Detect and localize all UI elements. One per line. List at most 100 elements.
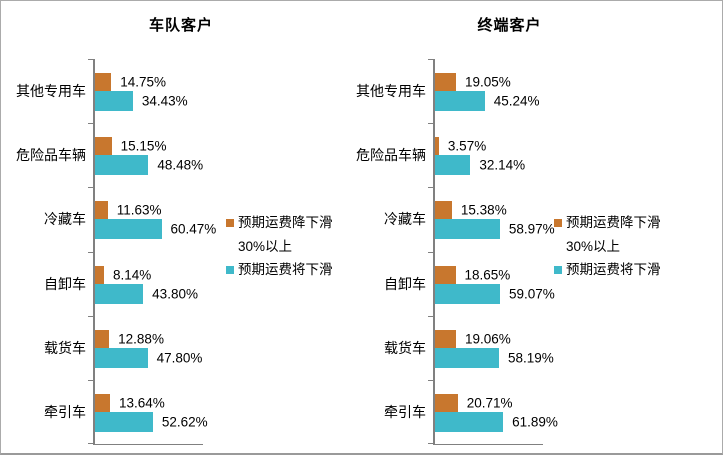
category-label: 冷藏车 [384, 211, 426, 228]
legend-item-series2: 预期运费将下滑 [226, 261, 333, 278]
legend-swatch-orange-icon [226, 218, 234, 227]
value-label: 14.75% [120, 74, 167, 90]
value-label: 8.14% [112, 267, 152, 282]
value-label: 58.97% [508, 221, 555, 237]
value-label: 52.62% [161, 414, 208, 430]
axis-tick [428, 251, 433, 253]
bar-expected-decline: 52.62% [95, 411, 208, 432]
bar-expected-drop-30plus: 11.63% [95, 201, 162, 220]
category-band: 载货车 12.88% 47.80% [44, 315, 205, 380]
bar-expected-drop-30plus: 13.64% [95, 393, 165, 412]
value-label: 19.05% [464, 74, 511, 90]
category-label: 自卸车 [44, 275, 86, 292]
chart-title: 车队客户 [148, 17, 213, 34]
category-label: 危险品车辆 [16, 147, 86, 164]
plot-area: 其他专用车 19.05% 45.24% 危险品车辆 3.57% 32.14% 冷藏车 15.3… [356, 59, 558, 445]
axis-tick [428, 442, 433, 444]
axis-tick [88, 379, 93, 381]
category-label: 自卸车 [384, 275, 426, 292]
value-label: 18.65% [464, 267, 511, 282]
bar-expected-drop-30plus: 19.05% [435, 73, 511, 91]
value-label: 58.19% [508, 350, 554, 366]
bar-expected-decline: 61.89% [435, 411, 558, 432]
x-axis-line [93, 444, 203, 445]
category-band: 冷藏车 11.63% 60.47% [44, 187, 216, 251]
bar-expected-decline: 59.07% [435, 283, 555, 304]
legend-item-series1: 预期运费降下滑 [226, 214, 333, 231]
bar-expected-drop-30plus: 20.71% [435, 393, 513, 412]
category-label: 牵引车 [384, 403, 426, 420]
bar-expected-decline: 48.48% [95, 155, 203, 176]
category-band: 其他专用车 19.05% 45.24% [356, 59, 545, 123]
value-label: 34.43% [141, 93, 188, 109]
axis-tick [88, 315, 93, 317]
legend-label-series2: 预期运费将下滑 [238, 262, 333, 277]
legend: 预期运费降下滑 30%以上 预期运费将下滑 [226, 214, 333, 278]
legend-swatch-teal-icon [226, 265, 234, 274]
bar-expected-decline: 58.19% [435, 347, 554, 368]
value-label: 11.63% [116, 202, 162, 218]
category-band: 自卸车 18.65% 59.07% [384, 251, 555, 316]
bar-expected-drop-30plus: 15.38% [435, 201, 507, 220]
category-band: 其他专用车 14.75% 34.43% [16, 59, 205, 123]
category-label: 其他专用车 [356, 83, 426, 100]
bar-expected-drop-30plus: 3.57% [435, 137, 486, 156]
value-label: 32.14% [479, 157, 526, 173]
value-label: 3.57% [447, 138, 487, 154]
legend-label-series1-line2: 30%以上 [238, 239, 293, 254]
category-label: 其他专用车 [16, 83, 86, 100]
legend-swatch-teal-icon [554, 265, 562, 274]
legend-label-series1: 预期运费降下滑 [238, 215, 333, 230]
category-band: 牵引车 20.71% 61.89% [384, 379, 558, 444]
value-label: 43.80% [152, 286, 198, 301]
bar-expected-drop-30plus: 15.15% [95, 137, 166, 156]
axis-tick [88, 123, 93, 125]
axis-tick [428, 379, 433, 381]
axis-tick [88, 442, 93, 444]
category-label: 牵引车 [44, 403, 86, 420]
axis-tick [428, 59, 433, 60]
plot-area: 其他专用车 14.75% 34.43% 危险品车辆 15.15% 48.48% 冷藏车 11.… [16, 59, 216, 445]
bar-expected-decline: 60.47% [95, 219, 216, 240]
axis-tick [88, 59, 93, 60]
axis-tick [428, 123, 433, 125]
value-label: 48.48% [157, 157, 204, 173]
bar-expected-drop-30plus: 14.75% [95, 73, 166, 91]
bar-expected-decline: 47.80% [95, 347, 202, 368]
legend-label-series2: 预期运费将下滑 [566, 262, 661, 277]
legend-swatch-orange-icon [554, 218, 562, 227]
value-label: 15.15% [120, 138, 167, 154]
category-label: 危险品车辆 [356, 147, 426, 164]
bar-expected-decline: 43.80% [95, 283, 198, 304]
category-band: 载货车 19.06% 58.19% [384, 315, 554, 380]
axis-tick [88, 187, 93, 189]
chart-end-customers: 终端客户 其他专用车 19.05% 45.24% 危险品车辆 3.57% 32.14% 冷藏… [356, 1, 723, 454]
value-label: 47.80% [156, 350, 203, 366]
category-band: 冷藏车 15.38% 58.97% [384, 187, 555, 251]
category-band: 危险品车辆 15.15% 48.48% [16, 123, 205, 187]
category-label: 载货车 [44, 339, 86, 356]
value-label: 59.07% [508, 286, 555, 301]
value-label: 12.88% [118, 331, 164, 347]
category-label: 冷藏车 [44, 211, 86, 228]
axis-tick [428, 315, 433, 317]
bar-expected-drop-30plus: 19.06% [435, 329, 511, 348]
value-label: 61.89% [512, 414, 558, 430]
value-label: 15.38% [460, 202, 507, 218]
bar-expected-decline: 32.14% [435, 155, 525, 176]
legend-label-series1: 预期运费降下滑 [566, 215, 661, 230]
bar-expected-drop-30plus: 18.65% [435, 265, 510, 284]
legend-item-series1: 预期运费降下滑 [554, 214, 661, 231]
value-label: 19.06% [464, 331, 511, 347]
legend: 预期运费降下滑 30%以上 预期运费将下滑 [554, 214, 661, 278]
legend-item-series2: 预期运费将下滑 [554, 261, 661, 278]
axis-tick [428, 187, 433, 189]
bar-expected-decline: 34.43% [95, 91, 188, 111]
value-label: 20.71% [466, 395, 513, 411]
value-label: 60.47% [170, 221, 217, 237]
bar-expected-decline: 58.97% [435, 219, 555, 240]
category-band: 自卸车 8.14% 43.80% [44, 251, 205, 316]
bar-expected-drop-30plus: 12.88% [95, 329, 164, 348]
category-label: 载货车 [384, 339, 426, 356]
